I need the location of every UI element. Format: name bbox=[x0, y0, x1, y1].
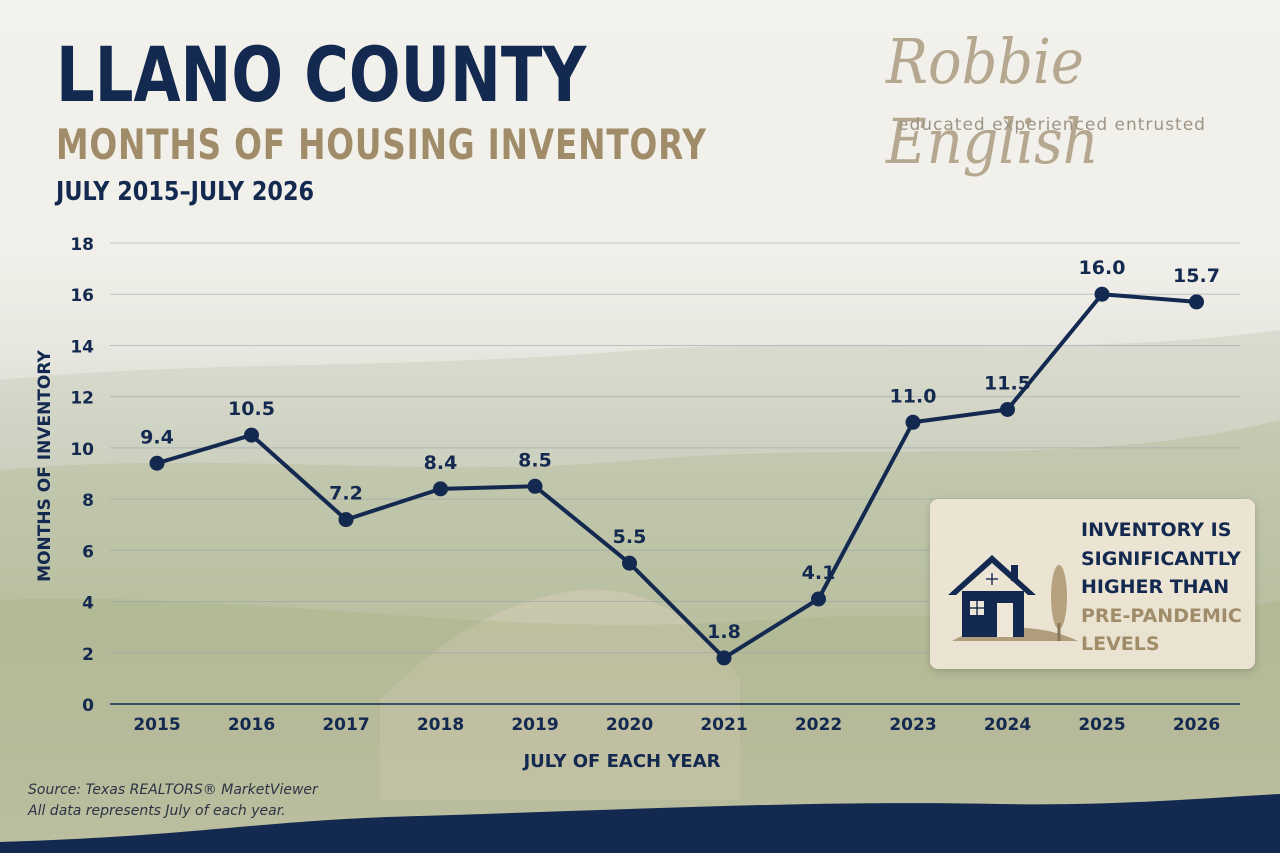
data-label: 11.0 bbox=[890, 385, 937, 407]
y-tick-label: 0 bbox=[82, 696, 94, 716]
source-note: Source: Texas REALTORS® MarketViewer All… bbox=[28, 780, 318, 822]
data-point bbox=[905, 414, 921, 430]
callout-accent-line: LEVELS bbox=[1081, 633, 1160, 655]
data-point bbox=[338, 512, 354, 528]
x-tick-label: 2020 bbox=[606, 715, 653, 735]
data-label: 15.7 bbox=[1173, 265, 1220, 287]
data-label: 4.1 bbox=[802, 562, 836, 584]
data-label: 11.5 bbox=[984, 372, 1031, 394]
data-label: 9.4 bbox=[140, 426, 174, 448]
x-tick-label: 2022 bbox=[795, 715, 842, 735]
data-label: 8.5 bbox=[518, 449, 552, 471]
data-point bbox=[244, 427, 259, 443]
x-tick-label: 2017 bbox=[322, 715, 369, 735]
callout-message: INVENTORY IS SIGNIFICANTLY HIGHER THAN P… bbox=[1081, 516, 1249, 659]
brand-logo: Robbie English bbox=[886, 25, 1099, 178]
data-label: 16.0 bbox=[1079, 257, 1126, 279]
y-tick-label: 2 bbox=[82, 645, 94, 665]
series-line bbox=[155, 292, 1199, 660]
x-tick-label: 2024 bbox=[984, 715, 1031, 735]
x-tick-label: 2026 bbox=[1173, 715, 1220, 735]
x-axis-title: JULY OF EACH YEAR bbox=[521, 751, 720, 772]
x-tick-label: 2015 bbox=[133, 715, 180, 735]
callout-line: SIGNIFICANTLY bbox=[1081, 547, 1241, 570]
data-label: 7.2 bbox=[329, 483, 363, 505]
source-text: Source: Texas REALTORS® MarketViewer bbox=[28, 782, 318, 798]
callout-line: INVENTORY IS bbox=[1081, 519, 1232, 541]
data-point bbox=[622, 555, 637, 571]
house-with-tree-icon bbox=[948, 555, 1078, 641]
data-point bbox=[149, 455, 165, 471]
brand-tagline: educated experienced entrusted bbox=[898, 115, 1206, 135]
callout-line: HIGHER THAN bbox=[1081, 576, 1230, 598]
data-note: All data represents July of each year. bbox=[28, 803, 286, 819]
data-label: 5.5 bbox=[613, 526, 647, 548]
data-point bbox=[527, 478, 543, 494]
callout-accent-line: PRE-PANDEMIC bbox=[1081, 604, 1242, 627]
y-tick-label: 4 bbox=[82, 594, 94, 614]
bottom-wave-decoration bbox=[0, 794, 1280, 853]
data-point bbox=[1000, 401, 1015, 417]
x-tick-label: 2016 bbox=[228, 715, 275, 735]
y-tick-label: 14 bbox=[70, 337, 94, 357]
y-tick-label: 8 bbox=[82, 491, 94, 511]
y-axis-title: MONTHS OF INVENTORY bbox=[35, 349, 55, 581]
x-tick-label: 2019 bbox=[511, 715, 558, 735]
data-point bbox=[1094, 286, 1110, 302]
data-label: 8.4 bbox=[424, 452, 458, 474]
y-tick-label: 6 bbox=[82, 542, 94, 562]
data-label: 10.5 bbox=[228, 398, 275, 420]
data-point bbox=[716, 650, 732, 666]
x-tick-label: 2023 bbox=[889, 715, 936, 735]
data-point bbox=[1189, 294, 1204, 310]
page-subtitle: MONTHS OF HOUSING INVENTORY bbox=[56, 120, 707, 169]
data-point bbox=[433, 481, 448, 497]
x-tick-label: 2018 bbox=[417, 715, 464, 735]
data-label: 1.8 bbox=[707, 621, 741, 643]
x-tick-label: 2021 bbox=[700, 715, 747, 735]
y-tick-label: 16 bbox=[70, 286, 94, 306]
page-title: LLANO COUNTY bbox=[56, 30, 587, 119]
y-tick-label: 18 bbox=[70, 235, 94, 255]
date-range: JULY 2015–JULY 2026 bbox=[56, 177, 315, 207]
y-tick-label: 12 bbox=[70, 389, 94, 409]
data-point bbox=[811, 591, 826, 607]
y-tick-label: 10 bbox=[70, 440, 94, 460]
callout-box: INVENTORY IS SIGNIFICANTLY HIGHER THAN P… bbox=[930, 499, 1255, 669]
x-tick-label: 2025 bbox=[1078, 715, 1125, 735]
